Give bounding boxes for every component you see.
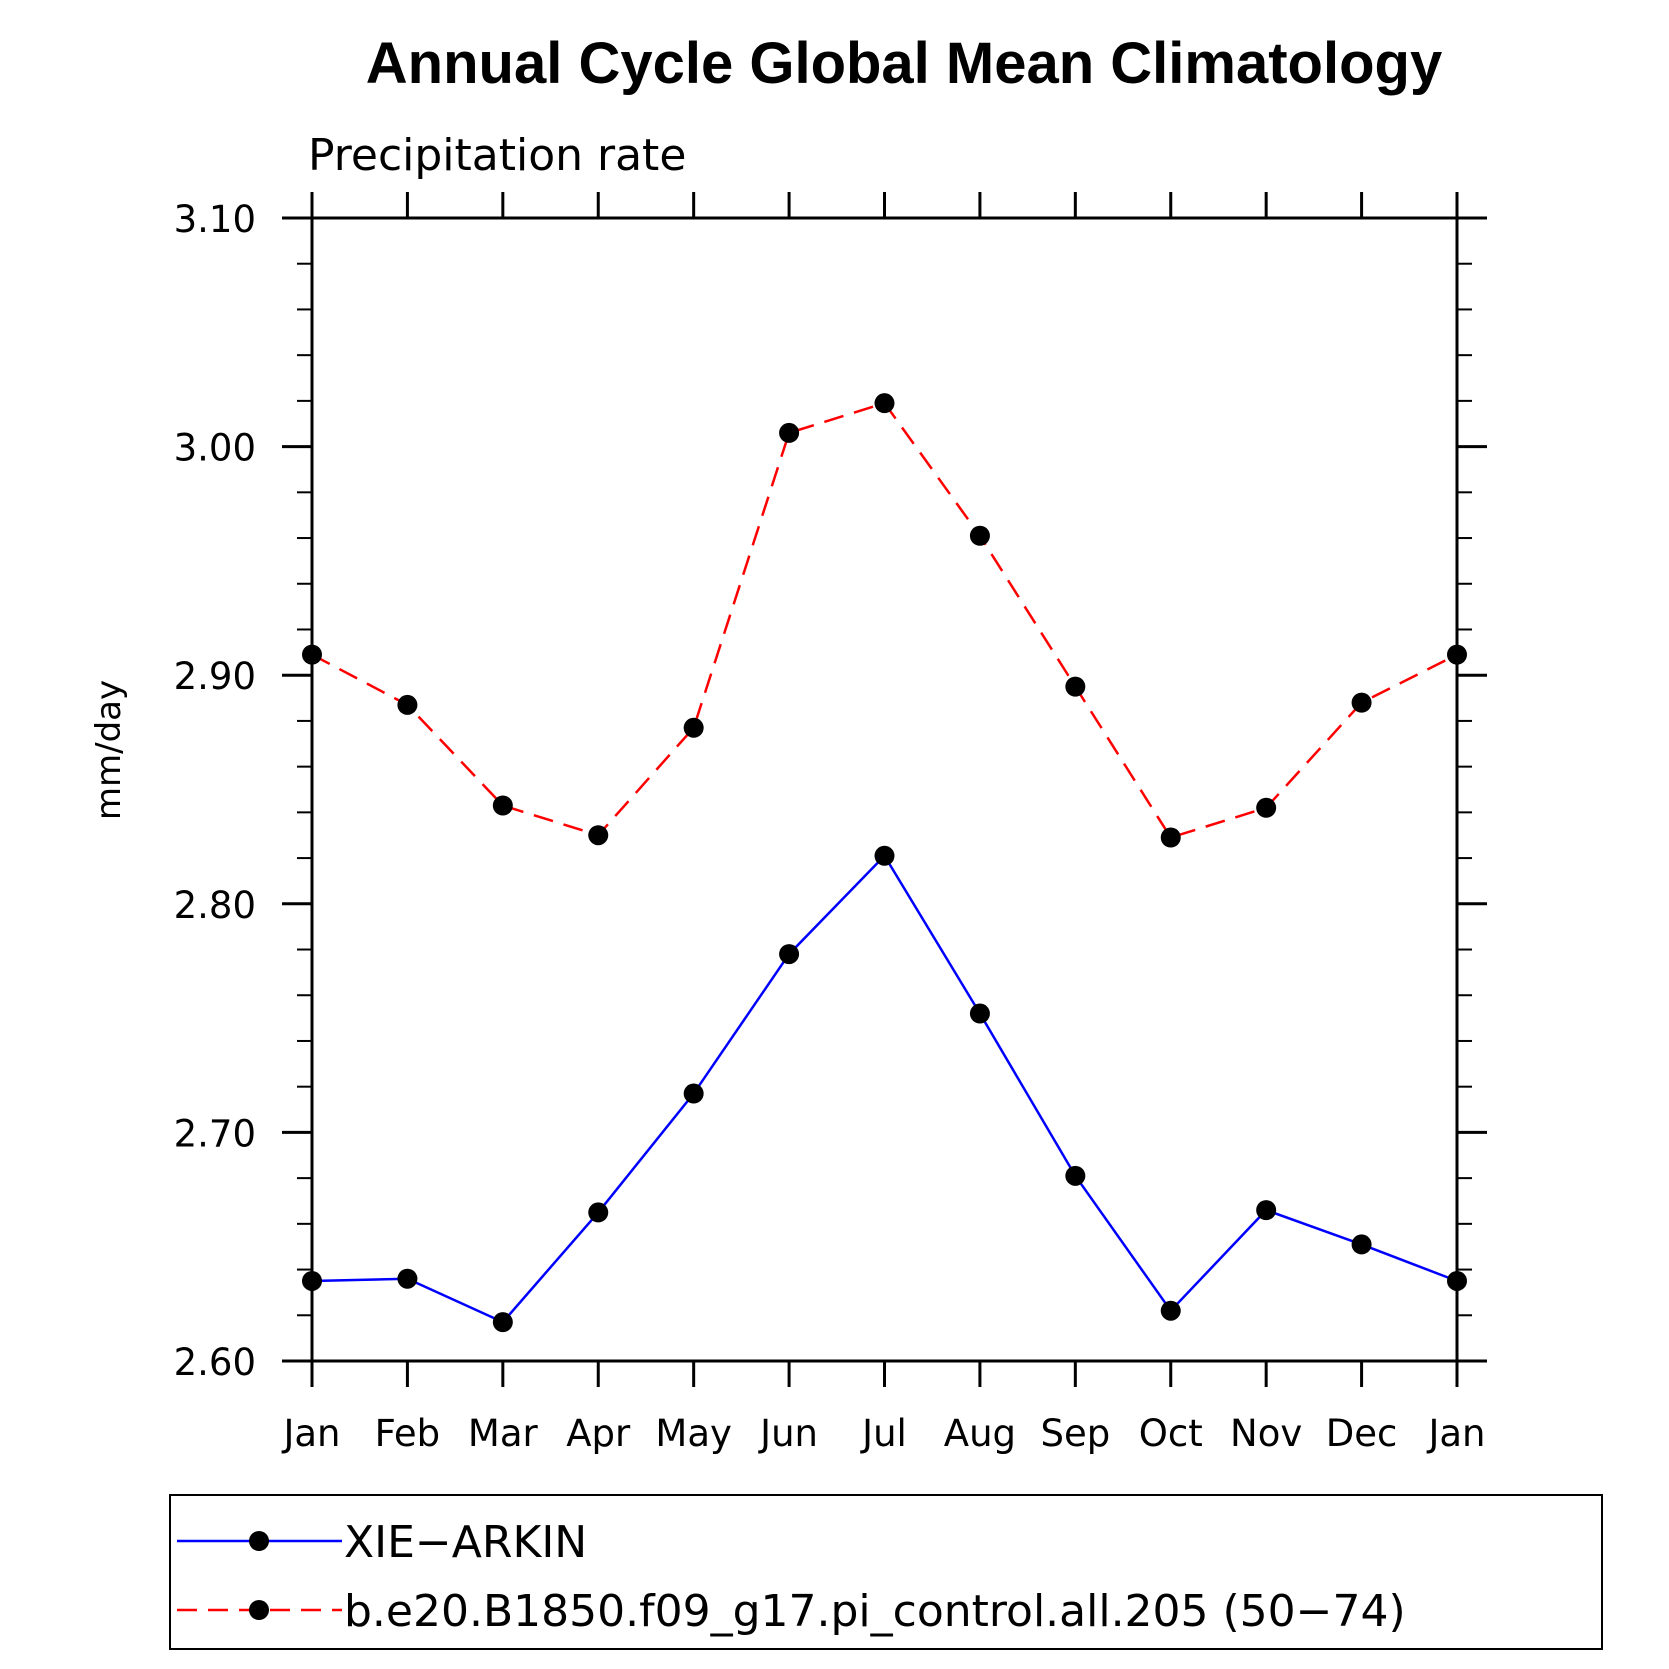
data-point [397,1268,418,1289]
data-point [683,717,704,738]
x-tick-label: Nov [1230,1412,1302,1455]
x-tick-label: Jan [1426,1412,1485,1455]
legend-label-model: b.e20.B1850.f09_g17.pi_control.all.205 (… [344,1586,1406,1637]
data-point [1256,797,1277,818]
y-tick-label: 2.70 [174,1112,256,1155]
y-tick-label: 2.60 [174,1341,256,1384]
x-tick-label: May [655,1412,732,1455]
x-tick-label: Jan [281,1412,340,1455]
data-point [779,944,800,965]
series-layer [302,393,1467,1333]
y-axis-label: mm/day [89,680,129,820]
x-tick-label: Mar [468,1412,539,1455]
data-point [397,694,418,715]
x-tick-label: Jun [758,1412,818,1455]
x-tick-label: Sep [1040,1412,1110,1455]
plot-frame [310,216,1459,1363]
data-point [1065,1165,1086,1186]
y-tick-label: 3.10 [174,198,256,241]
legend-label-xie-arkin: XIE−ARKIN [344,1517,587,1568]
series-line-1 [311,401,1458,839]
legend: XIE−ARKIN b.e20.B1850.f09_g17.pi_control… [169,1494,1603,1650]
data-point [1160,1300,1181,1321]
x-tick-label: Apr [566,1412,631,1455]
chart-subtitle: Precipitation rate [308,130,686,181]
x-tick-label: Oct [1139,1412,1203,1455]
series-line-0 [311,853,1458,1324]
data-point [969,525,990,546]
data-point [1256,1200,1277,1221]
tick-layer: Jan Feb Mar Apr May Jun Jul Aug Sep Oct Nov Dec Jan 2… [174,192,1487,1455]
x-tick-label: Dec [1326,1412,1398,1455]
x-tick-label: Feb [375,1412,441,1455]
data-point [1160,827,1181,848]
data-point [588,1202,609,1223]
y-tick-label: 2.90 [174,655,256,698]
x-tick-label: Jul [860,1412,907,1455]
data-point [492,795,513,816]
data-point [1065,676,1086,697]
data-point [492,1312,513,1333]
chart-title: Annual Cycle Global Mean Climatology [366,31,1442,96]
data-point [874,845,895,866]
legend-marker-model [249,1600,269,1620]
data-point [874,393,895,414]
legend-box [169,1494,1603,1650]
x-tick-label: Aug [944,1412,1016,1455]
data-point [683,1083,704,1104]
y-tick-label: 2.80 [174,884,256,927]
y-tick-label: 3.00 [174,427,256,470]
data-point [779,422,800,443]
data-point [588,825,609,846]
data-point [1351,692,1372,713]
legend-marker-xie-arkin [249,1531,269,1551]
data-point [1351,1234,1372,1255]
data-point [969,1003,990,1024]
